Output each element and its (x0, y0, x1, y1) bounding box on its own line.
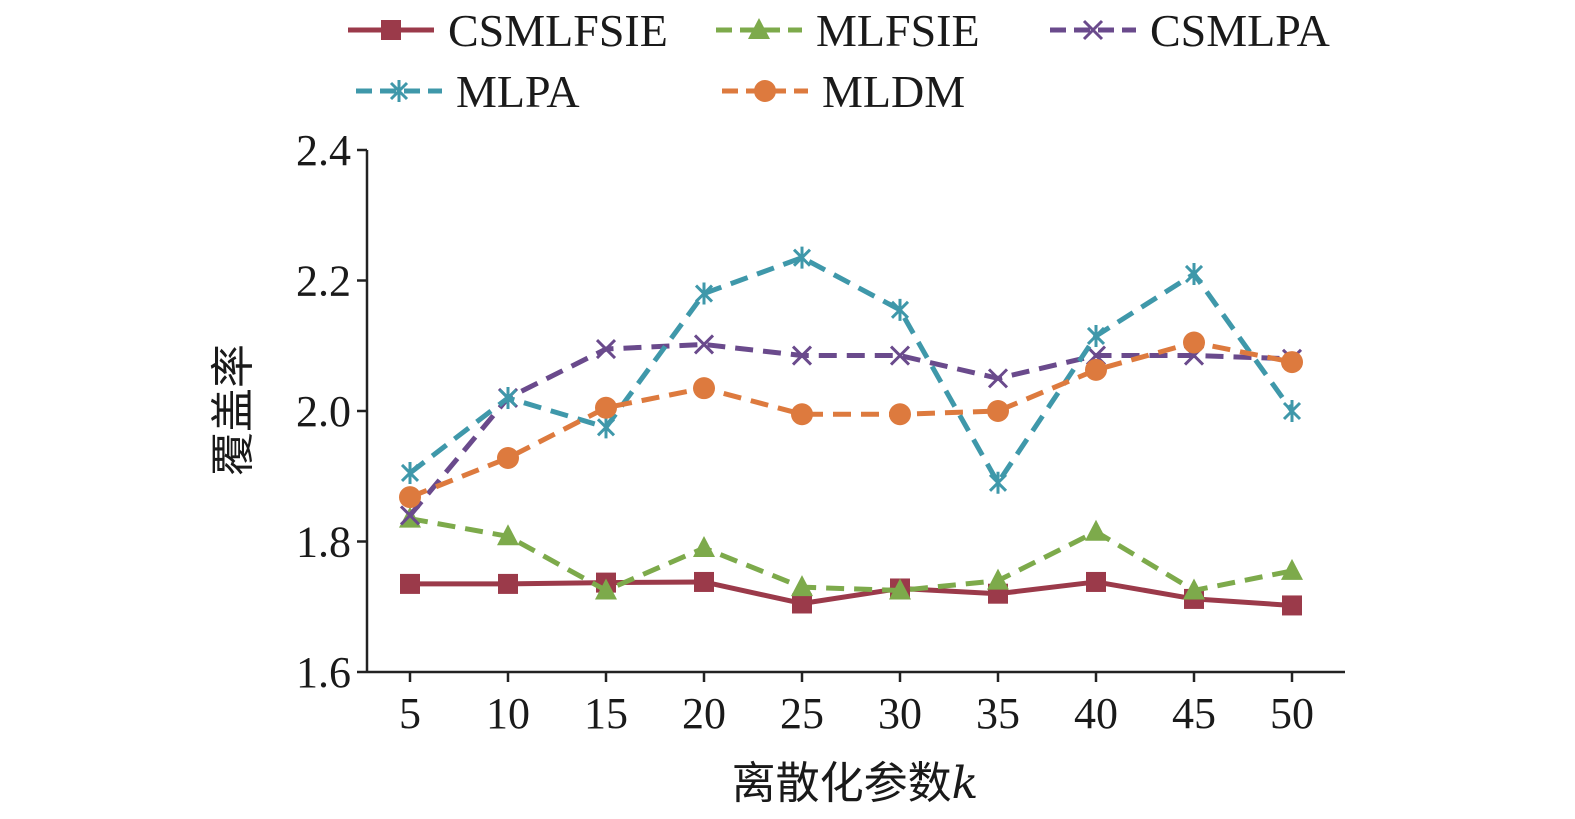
legend-label-csmlpa: CSMLPA (1150, 5, 1330, 56)
series-line-csmlfsie (410, 579, 1293, 608)
data-point-mlpa (498, 386, 518, 409)
x-tick-label: 35 (976, 689, 1020, 738)
series-csmlpa (399, 334, 1303, 526)
x-tick-label: 50 (1270, 689, 1314, 738)
data-point-mlpa (1086, 324, 1106, 347)
data-point-mlpa (1184, 262, 1204, 285)
data-point-mlfsie (1183, 578, 1205, 600)
legend: CSMLFSIE MLFSIE CSMLPA MLPA MLDM (348, 5, 1330, 117)
data-point-mlfsie (889, 578, 911, 600)
legend-item-mldm: MLDM (722, 66, 965, 117)
data-point-mlfsie (497, 524, 519, 546)
data-point-mlfsie (1281, 558, 1303, 580)
legend-marker-csmlfsie (381, 20, 401, 40)
y-tick-label: 1.6 (296, 648, 351, 697)
data-point-mlfsie (1085, 519, 1107, 541)
data-point-csmlpa (595, 338, 617, 360)
legend-marker-mldm (754, 80, 776, 102)
series-line-mlfsie (409, 516, 1293, 593)
data-point-mlpa (1282, 400, 1302, 422)
data-point-mlfsie (791, 575, 813, 597)
x-tick-label: 25 (780, 689, 824, 738)
data-point-mldm (693, 377, 715, 400)
series-line-mldm (409, 339, 1293, 500)
series-layer (399, 246, 1303, 616)
y-tick-label: 2.2 (296, 257, 351, 306)
data-point-mlpa (890, 298, 910, 321)
data-point-mldm (497, 446, 519, 469)
legend-label-mldm: MLDM (822, 66, 965, 117)
data-point-csmlpa (987, 368, 1009, 389)
x-ticks: 5 10 15 20 25 30 35 40 45 50 (399, 672, 1314, 738)
x-axis-title: 离散化参数k (732, 758, 979, 809)
series-mlpa (400, 246, 1302, 494)
y-ticks: 1.6 1.8 2.0 2.2 2.4 (296, 126, 367, 697)
data-point-mlpa (792, 246, 812, 269)
legend-label-csmlfsie: CSMLFSIE (448, 5, 668, 56)
data-point-csmlfsie (792, 593, 812, 614)
x-tick-label: 30 (878, 689, 922, 738)
series-csmlfsie (400, 571, 1302, 616)
data-point-mldm (595, 396, 617, 419)
data-point-mlpa (988, 471, 1008, 494)
x-tick-label: 40 (1074, 689, 1118, 738)
legend-label-mlfsie: MLFSIE (816, 5, 980, 56)
data-point-csmlpa (399, 505, 421, 526)
data-point-csmlfsie (1282, 595, 1302, 616)
data-point-mldm (791, 403, 813, 426)
x-tick-label: 20 (682, 689, 726, 738)
x-tick-label: 5 (399, 689, 421, 738)
x-tick-label: 45 (1172, 689, 1216, 738)
data-point-mlpa (400, 461, 420, 484)
legend-label-mlpa: MLPA (456, 66, 580, 117)
legend-item-mlpa: MLPA (356, 66, 580, 117)
legend-item-csmlfsie: CSMLFSIE (348, 5, 668, 56)
data-point-csmlfsie (400, 573, 420, 594)
y-tick-label: 2.4 (296, 126, 351, 175)
data-point-mldm (1281, 351, 1303, 374)
legend-marker-csmlpa (1082, 19, 1104, 41)
data-point-csmlfsie (1086, 571, 1106, 592)
data-point-csmlfsie (498, 573, 518, 594)
y-tick-label: 1.8 (296, 518, 351, 567)
series-mldm (399, 331, 1303, 509)
legend-marker-mlfsie (748, 18, 770, 39)
data-point-mlfsie (595, 578, 617, 600)
data-point-mlpa (694, 282, 714, 305)
legend-item-mlfsie: MLFSIE (716, 5, 980, 56)
series-line-csmlpa (408, 341, 1293, 518)
data-point-mldm (889, 403, 911, 426)
plot-area: 1.6 1.8 2.0 2.2 2.4 5 10 15 20 25 30 35 40 45 50 (296, 126, 1345, 738)
data-point-mlpa (596, 416, 616, 439)
legend-marker-mlpa (389, 80, 409, 102)
y-axis-title: 覆盖率 (208, 344, 259, 476)
data-point-mlfsie (987, 568, 1009, 590)
data-point-mldm (1085, 358, 1107, 381)
data-point-mldm (399, 486, 421, 509)
data-point-mldm (1183, 331, 1205, 354)
x-tick-label: 10 (486, 689, 530, 738)
data-point-csmlpa (889, 345, 911, 366)
data-point-csmlpa (791, 345, 813, 366)
data-point-csmlpa (693, 334, 715, 355)
data-point-mldm (987, 400, 1009, 422)
y-tick-label: 2.0 (296, 387, 351, 436)
legend-item-csmlpa: CSMLPA (1050, 5, 1330, 56)
data-point-csmlfsie (694, 571, 714, 592)
data-point-mlfsie (693, 536, 715, 558)
x-tick-label: 15 (584, 689, 628, 738)
series-line-mlpa (408, 255, 1295, 486)
